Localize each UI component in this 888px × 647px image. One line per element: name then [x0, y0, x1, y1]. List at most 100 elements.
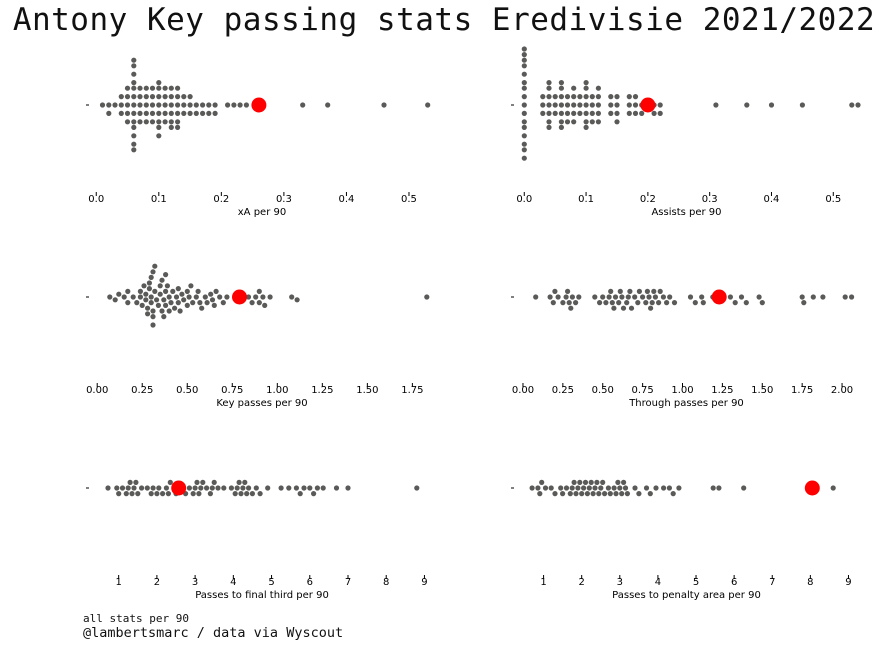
data-point: [186, 294, 192, 300]
data-point: [124, 94, 131, 100]
x-tick-label: 0.2: [213, 194, 229, 205]
data-point: [613, 491, 619, 497]
x-tick-label: 0.50: [176, 385, 198, 396]
data-point: [560, 491, 566, 497]
data-point: [175, 102, 181, 108]
data-point: [150, 322, 156, 328]
data-point: [558, 110, 565, 116]
data-point: [212, 102, 218, 108]
data-point: [293, 485, 299, 491]
data-point: [716, 485, 722, 491]
data-point: [131, 94, 137, 100]
data-point: [595, 94, 602, 100]
data-point: [567, 491, 573, 497]
swarm-plot-4: 0.00 0.25 0.50 0.75 1.00 1.25 1.50 1.75 2.00 Thro…: [511, 288, 855, 409]
data-point: [521, 63, 527, 69]
data-point: [163, 485, 169, 491]
data-point: [237, 102, 243, 108]
data-point: [121, 294, 127, 300]
data-point: [521, 124, 527, 130]
data-point: [179, 291, 185, 297]
data-point: [571, 85, 577, 91]
x-tick-label: 8: [383, 577, 389, 588]
data-point: [156, 485, 162, 491]
x-tick-label: 2.00: [831, 385, 853, 396]
data-point: [124, 102, 131, 108]
data-point: [611, 305, 617, 311]
data-point: [744, 102, 750, 108]
data-point: [325, 102, 331, 108]
data-point: [131, 147, 137, 153]
data-point: [592, 485, 598, 491]
data-point: [565, 288, 571, 294]
data-point: [521, 102, 527, 108]
data-point: [133, 479, 139, 485]
data-point: [119, 485, 126, 491]
data-point: [539, 479, 545, 485]
data-point: [168, 124, 174, 130]
data-point: [616, 300, 622, 306]
data-point: [849, 102, 855, 108]
x-tick-label: 0.1: [578, 194, 594, 205]
data-point: [206, 110, 212, 116]
data-point: [249, 300, 255, 306]
data-point: [236, 479, 242, 485]
data-point: [137, 288, 143, 294]
x-tick-label: 3: [617, 577, 623, 588]
data-point: [225, 102, 231, 108]
data-point: [546, 80, 552, 86]
data-point: [208, 291, 214, 297]
data-point: [666, 485, 673, 491]
data-point: [159, 308, 165, 314]
data-point: [820, 294, 826, 300]
x-tick-label: 1: [115, 577, 121, 588]
data-point: [314, 485, 320, 491]
data-point: [521, 57, 527, 63]
data-point: [162, 102, 168, 108]
data-point: [215, 485, 221, 491]
data-point: [546, 85, 552, 91]
data-point: [125, 300, 131, 306]
data-point: [537, 491, 543, 497]
data-point: [190, 300, 196, 306]
x-tick-label: 6: [731, 577, 737, 588]
data-point: [175, 286, 181, 292]
data-point: [155, 302, 161, 308]
x-tick-label: 0.25: [552, 385, 574, 396]
data-point: [106, 102, 112, 108]
data-point: [583, 110, 589, 116]
data-point: [661, 485, 667, 491]
data-point: [606, 294, 612, 300]
data-point: [597, 300, 603, 306]
data-point: [855, 102, 861, 108]
highlight-point: [640, 97, 656, 113]
x-tick-label: 6: [307, 577, 313, 588]
data-point: [564, 119, 571, 125]
data-point: [632, 102, 639, 108]
data-point: [577, 479, 583, 485]
data-point: [175, 119, 181, 125]
data-point: [148, 294, 154, 300]
data-point: [112, 297, 118, 303]
data-point: [521, 80, 527, 86]
data-point: [307, 485, 313, 491]
data-point: [626, 110, 632, 116]
data-point: [173, 294, 180, 300]
data-point: [149, 110, 156, 116]
data-point: [414, 485, 420, 491]
data-point: [207, 491, 213, 497]
data-point: [589, 110, 595, 116]
data-point: [162, 119, 168, 125]
data-point: [849, 294, 855, 300]
data-point: [542, 485, 549, 491]
data-point: [152, 288, 158, 294]
data-point: [622, 485, 629, 491]
data-point: [636, 491, 642, 497]
data-point: [620, 305, 627, 311]
data-point: [609, 300, 615, 306]
data-point: [583, 85, 589, 91]
data-point: [569, 294, 576, 300]
x-tick-label: 0.75: [631, 385, 653, 396]
footer-note: all stats per 90: [83, 612, 189, 625]
data-point: [627, 288, 633, 294]
